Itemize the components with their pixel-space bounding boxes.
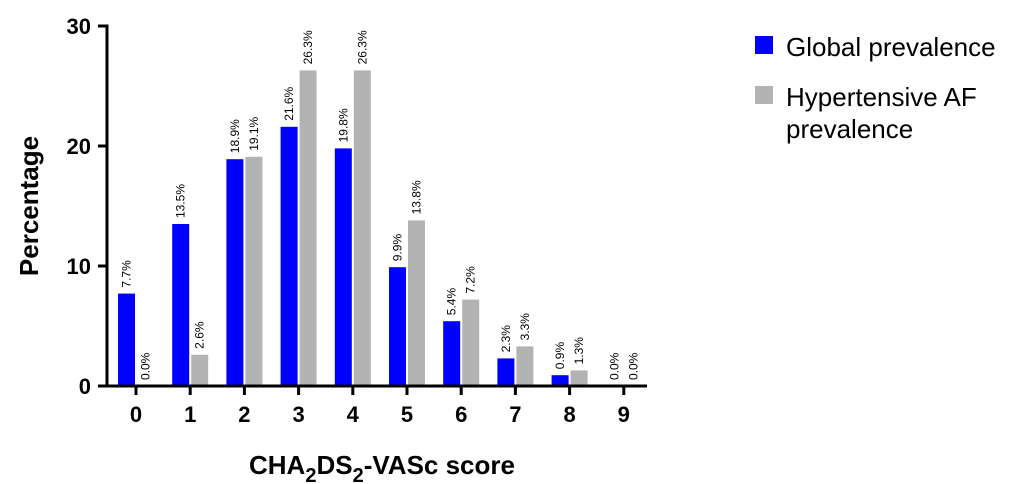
x-tick-label: 0 <box>130 402 142 427</box>
bar-data-label: 5.4% <box>445 288 459 316</box>
x-tick-label: 6 <box>455 402 467 427</box>
bar-data-label: 2.3% <box>499 325 513 353</box>
x-axis-title: CHA2DS2-VASc score <box>249 450 515 484</box>
x-title-part-tail: -VASc score <box>364 450 515 480</box>
bar-data-label: 26.3% <box>355 30 369 64</box>
y-tick-label: 10 <box>67 254 91 279</box>
bar-data-label: 26.3% <box>301 30 315 64</box>
bar-data-label: 3.3% <box>518 313 532 341</box>
bar-data-label: 21.6% <box>282 86 296 120</box>
x-tick-label: 3 <box>292 402 304 427</box>
bar-data-label: 19.1% <box>247 116 261 150</box>
bar-global <box>226 159 244 386</box>
bar-global <box>172 224 190 386</box>
bar-data-label: 0.0% <box>626 352 640 380</box>
x-tick-label: 8 <box>563 402 575 427</box>
bar-hypertensive <box>462 299 480 386</box>
bar-data-label: 19.8% <box>336 108 350 142</box>
y-tick-label: 30 <box>67 14 91 39</box>
bar-hypertensive <box>570 370 588 386</box>
bar-global <box>118 293 135 386</box>
bar-data-label: 0.0% <box>139 352 153 380</box>
y-tick-label: 20 <box>67 134 91 159</box>
legend-label: prevalence <box>786 114 913 144</box>
legend-label: Global prevalence <box>786 32 996 62</box>
bar-hypertensive <box>245 156 263 386</box>
bar-hypertensive <box>353 70 371 387</box>
bar-global <box>497 358 515 386</box>
bar-hypertensive <box>408 220 425 386</box>
y-axis-title: Percentage <box>14 136 44 276</box>
bar-global <box>389 267 406 386</box>
x-title-sub-1: 2 <box>305 465 316 484</box>
y-tick-label: 0 <box>79 374 91 399</box>
x-title-part-ds: DS <box>316 450 352 480</box>
bar-data-label: 7.2% <box>464 266 478 294</box>
bar-data-label: 2.6% <box>193 321 207 349</box>
bar-hypertensive <box>299 70 317 387</box>
x-tick-label: 1 <box>184 402 196 427</box>
bar-labels-group: 7.7% 0.0% 13.5% 2.6% 18.9% 19.1% 21.6% 26.3% 19.… <box>120 30 641 380</box>
x-tick-label: 9 <box>618 402 630 427</box>
bar-data-label: 13.8% <box>410 180 424 214</box>
bar-data-label: 13.5% <box>174 184 188 218</box>
bar-hypertensive <box>191 354 209 386</box>
bar-global <box>443 321 461 386</box>
bar-data-label: 9.9% <box>391 234 405 262</box>
bar-global <box>334 148 352 386</box>
bar-hypertensive <box>516 346 534 386</box>
legend-label: Hypertensive AF <box>786 82 977 112</box>
x-tick-label: 2 <box>238 402 250 427</box>
x-title-sub-2: 2 <box>353 465 364 484</box>
bar-data-label: 18.9% <box>228 119 242 153</box>
bar-data-label: 0.9% <box>553 342 567 370</box>
x-tick-label: 7 <box>509 402 521 427</box>
x-tick-label: 4 <box>347 402 360 427</box>
bars-group <box>118 70 588 387</box>
bar-data-label: 1.3% <box>572 337 586 365</box>
x-ticks-group: 0 1 2 3 4 5 6 7 8 9 <box>130 386 630 427</box>
y-ticks-group: 0 10 20 30 <box>67 14 107 399</box>
x-tick-label: 5 <box>401 402 413 427</box>
bar-global <box>551 375 569 386</box>
legend-swatch <box>755 86 773 104</box>
bar-global <box>280 126 298 387</box>
bar-data-label: 0.0% <box>607 352 621 380</box>
legend: Global prevalence Hypertensive AFprevalen… <box>755 32 996 144</box>
x-title-part-cha: CHA <box>249 450 306 480</box>
legend-swatch <box>755 36 773 54</box>
bar-data-label: 7.7% <box>120 260 134 288</box>
